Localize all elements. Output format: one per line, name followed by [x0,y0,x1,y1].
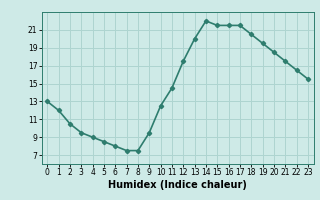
X-axis label: Humidex (Indice chaleur): Humidex (Indice chaleur) [108,180,247,190]
